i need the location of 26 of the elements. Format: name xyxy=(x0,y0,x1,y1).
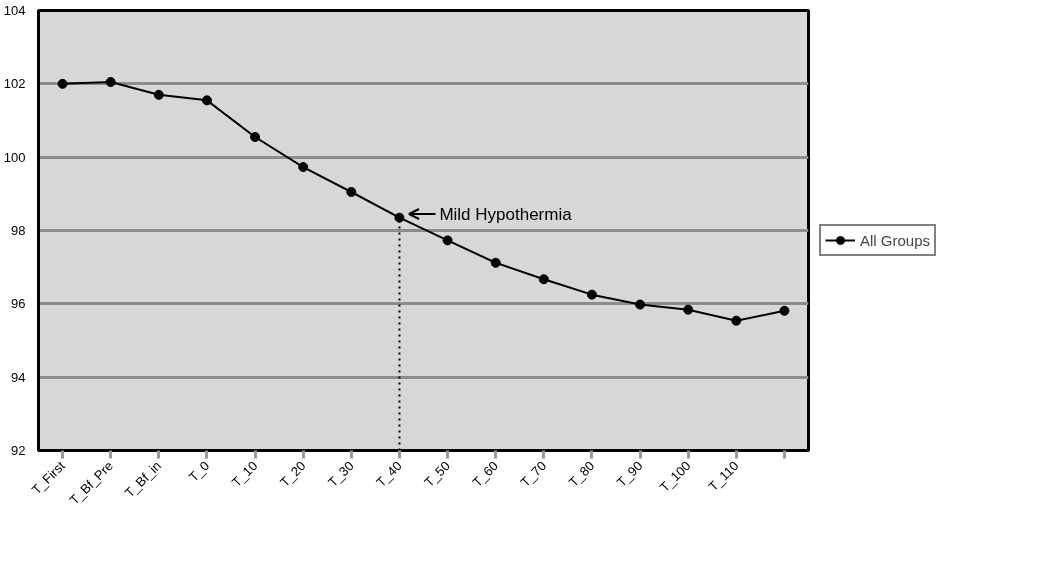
point xyxy=(442,235,453,246)
point xyxy=(731,315,742,326)
point xyxy=(538,274,549,285)
point xyxy=(779,305,790,316)
y-tick-label: 94 xyxy=(11,369,26,385)
point xyxy=(298,162,309,173)
annotation: Mild Hypothermia xyxy=(439,204,573,224)
y-tick-label: 102 xyxy=(3,76,26,92)
point xyxy=(346,187,357,197)
y-tick-label: 104 xyxy=(3,3,26,18)
point xyxy=(153,89,164,100)
y-tick-label: 100 xyxy=(3,149,26,165)
point xyxy=(57,78,68,89)
point xyxy=(635,299,646,310)
point xyxy=(105,77,116,87)
y-tick-label: 92 xyxy=(11,443,26,458)
point xyxy=(490,257,501,268)
point xyxy=(683,304,694,315)
legend-label: All Groups xyxy=(860,231,931,249)
y-tick-label: 98 xyxy=(11,223,26,238)
point xyxy=(394,212,405,223)
x-tick-label: T_0 xyxy=(185,458,213,485)
point xyxy=(250,132,261,142)
y-tick-label: 96 xyxy=(11,296,26,312)
point xyxy=(586,289,597,300)
point xyxy=(201,95,212,106)
